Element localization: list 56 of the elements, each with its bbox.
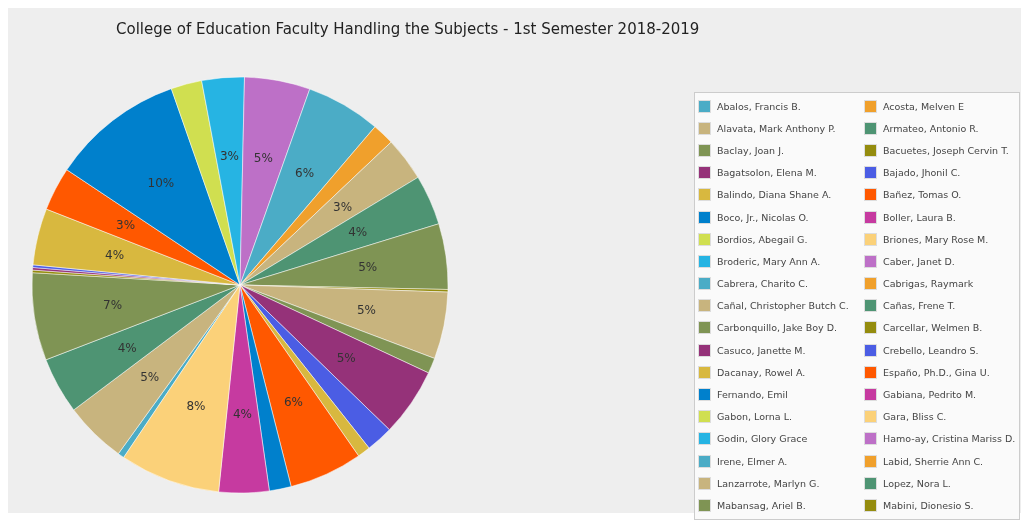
data-label: 6% <box>283 395 303 410</box>
legend-label: Casuco, Janette M. <box>717 344 806 356</box>
legend-label: Labid, Sherrie Ann C. <box>883 455 984 467</box>
legend-label: Bacuetes, Joseph Cervin T. <box>883 144 1009 156</box>
legend-label: Mabansag, Ariel B. <box>717 499 806 511</box>
data-label: 5% <box>140 370 160 385</box>
legend-label: Alavata, Mark Anthony P. <box>717 122 836 134</box>
legend-label: Balindo, Diana Shane A. <box>717 189 832 201</box>
data-label: 5% <box>358 260 378 275</box>
legend-label: Baclay, Joan J. <box>717 144 784 156</box>
legend-label: Cañas, Frene T. <box>883 300 956 312</box>
legend-label: Crebello, Leandro S. <box>883 344 979 356</box>
legend-label: Dacanay, Rowel A. <box>717 366 806 378</box>
legend-label: Boller, Laura B. <box>883 211 956 223</box>
legend-label: Carcellar, Welmen B. <box>883 322 983 334</box>
data-label: 8% <box>186 399 206 414</box>
legend-label: Armateo, Antonio R. <box>883 122 979 134</box>
legend-label: Mabini, Dionesio S. <box>883 499 974 511</box>
legend-label: Abalos, Francis B. <box>717 100 801 112</box>
legend-label: Caber, Janet D. <box>883 255 955 267</box>
data-label: 5% <box>356 303 376 318</box>
legend-label: Bañez, Tomas O. <box>883 189 962 201</box>
legend-label: Briones, Mary Rose M. <box>883 233 989 245</box>
legend-label: Bordios, Abegail G. <box>717 233 808 245</box>
data-label: 4% <box>117 340 137 355</box>
data-label: 4% <box>105 247 125 262</box>
legend-label: Cabrigas, Raymark <box>883 278 974 290</box>
data-label: 6% <box>295 166 315 181</box>
legend-label: Lopez, Nora L. <box>883 477 951 489</box>
data-label: 10% <box>147 176 175 191</box>
data-label: 4% <box>232 406 252 421</box>
legend-label: Acosta, Melven E <box>883 100 965 112</box>
legend-label: Hamo-ay, Cristina Mariss D. <box>883 433 1016 445</box>
legend-label: Fernando, Emil <box>717 389 788 401</box>
legend-label: Gara, Bliss C. <box>883 411 947 423</box>
data-label: 3% <box>333 199 353 214</box>
data-label: 4% <box>348 225 368 240</box>
legend-label: Broderic, Mary Ann A. <box>717 255 821 267</box>
legend-label: Cañal, Christopher Butch C. <box>717 300 849 312</box>
legend-label: Godin, Glory Grace <box>717 433 808 445</box>
legend-label: Carbonquillo, Jake Boy D. <box>717 322 838 334</box>
legend-label: Lanzarrote, Marlyn G. <box>717 477 820 489</box>
data-label: 3% <box>116 218 136 233</box>
legend-label: Irene, Elmer A. <box>717 455 788 467</box>
legend-label: Gabon, Lorna L. <box>717 411 792 423</box>
chart-title: College of Education Faculty Handling the Subjects - 1st Semester 2018-2019 <box>116 20 700 38</box>
data-label: 5% <box>253 151 273 166</box>
legend-label: Españo, Ph.D., Gina U. <box>883 366 990 378</box>
legend-label: Bagatsolon, Elena M. <box>717 167 817 179</box>
legend-label: Boco, Jr., Nicolas O. <box>717 211 809 223</box>
legend-label: Bajado, Jhonil C. <box>883 167 961 179</box>
data-label: 7% <box>103 297 123 312</box>
data-label: 5% <box>336 351 356 366</box>
data-label: 3% <box>219 149 239 164</box>
legend-label: Gabiana, Pedrito M. <box>883 389 977 401</box>
legend-label: Cabrera, Charito C. <box>717 278 809 290</box>
